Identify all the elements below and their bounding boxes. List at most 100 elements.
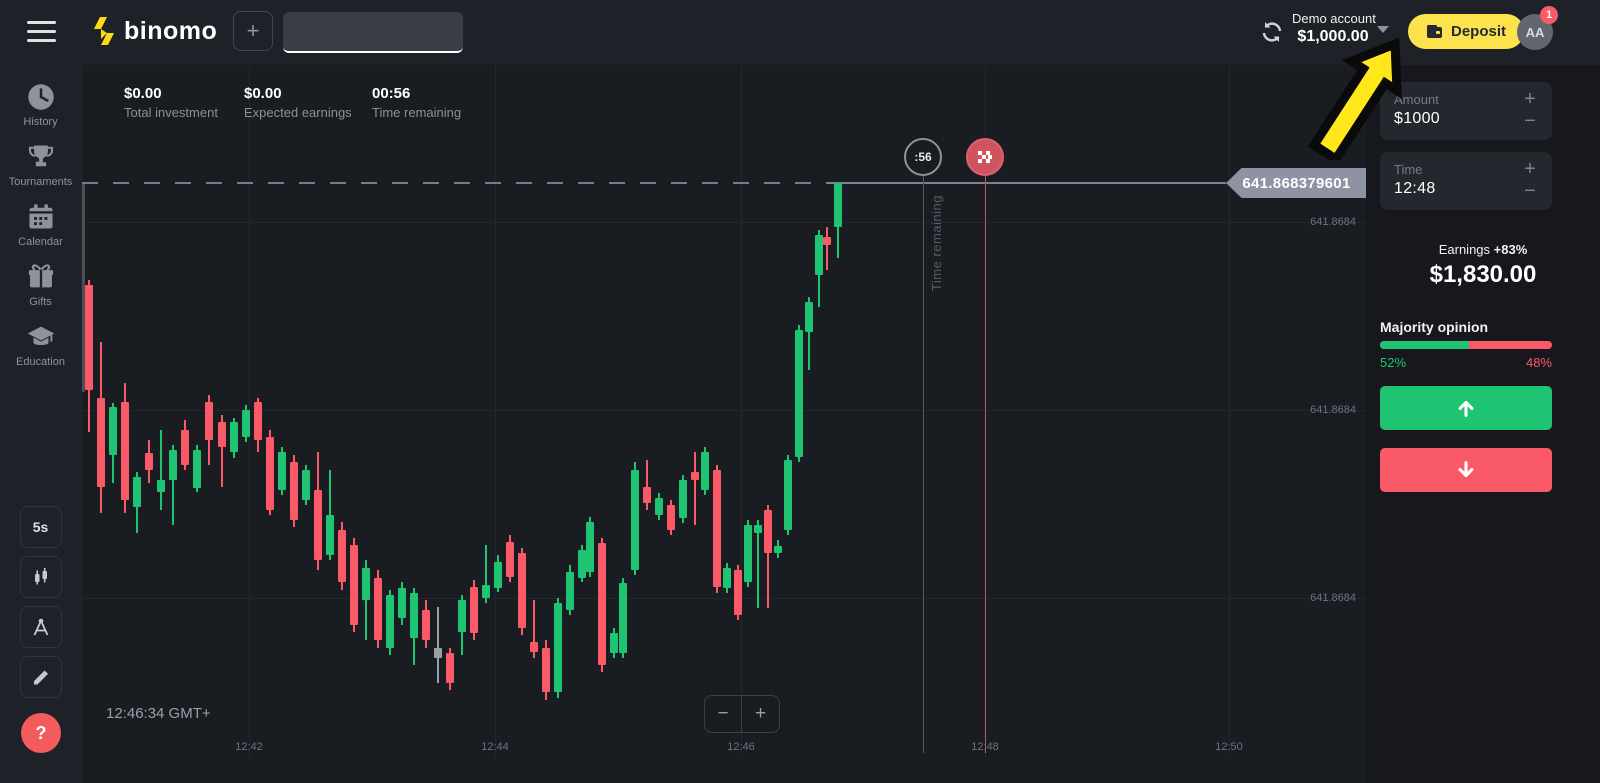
candle xyxy=(691,472,699,480)
refresh-balance-icon[interactable] xyxy=(1258,18,1286,46)
zoom-out-button[interactable]: − xyxy=(704,695,742,733)
candle xyxy=(723,568,731,588)
sidebar-item-calendar[interactable]: Calendar xyxy=(0,202,81,248)
grid-line-vertical xyxy=(1229,65,1230,757)
trade-up-button[interactable] xyxy=(1380,386,1552,430)
majority-up-percent: 52% xyxy=(1380,355,1407,370)
sidebar-item-gifts[interactable]: Gifts xyxy=(0,262,81,308)
candle xyxy=(834,183,842,227)
time-axis-label: 12:50 xyxy=(1215,741,1243,753)
candle xyxy=(619,583,627,653)
expiry-flag-marker xyxy=(966,138,1004,176)
candle xyxy=(518,553,526,628)
deposit-label: Deposit xyxy=(1451,23,1507,40)
candle xyxy=(181,430,189,465)
candle xyxy=(667,505,675,530)
checkered-flag-icon xyxy=(978,151,992,163)
candle xyxy=(744,525,752,582)
candle xyxy=(805,302,813,332)
earnings-value: $1,830.00 xyxy=(1429,261,1537,288)
candle xyxy=(254,402,262,440)
candle xyxy=(542,648,550,692)
add-asset-tab-button[interactable]: + xyxy=(233,11,273,51)
trade-panel: Amount $1000 + − Time 12:48 + − Earnings… xyxy=(1366,65,1600,783)
majority-opinion-label: Majority opinion xyxy=(1380,319,1489,335)
candle xyxy=(679,480,687,518)
candle xyxy=(784,460,792,530)
candle-wick xyxy=(437,607,439,683)
candle-wick xyxy=(694,452,696,525)
chart-scrollbar[interactable] xyxy=(82,182,85,392)
candle xyxy=(205,402,213,440)
candle xyxy=(795,330,803,457)
time-increase-button[interactable]: + xyxy=(1524,158,1536,180)
compass-icon xyxy=(33,618,48,636)
gift-icon xyxy=(28,264,53,288)
trophy-icon xyxy=(28,145,53,167)
chart-area[interactable]: $0.00 Total investment $0.00 Expected ea… xyxy=(81,65,1366,783)
candle xyxy=(193,450,201,488)
candle xyxy=(374,578,382,640)
candle-wick xyxy=(767,505,769,608)
earnings-line: Earnings +83% xyxy=(1438,242,1528,257)
history-clock-icon xyxy=(27,84,54,110)
sidebar-item-label: Tournaments xyxy=(8,176,73,188)
time-card[interactable]: Time 12:48 + − xyxy=(1380,152,1552,210)
candle xyxy=(350,545,358,625)
chart-type-button[interactable] xyxy=(19,556,62,598)
graduation-cap-icon xyxy=(27,326,54,346)
candle xyxy=(434,648,442,658)
logo-text: binomo xyxy=(124,16,218,45)
time-decrease-button[interactable]: − xyxy=(1524,180,1536,202)
grid-line-horizontal xyxy=(82,410,1366,411)
price-dashed-line xyxy=(82,182,828,184)
grid-line-vertical xyxy=(741,65,742,757)
top-bar: binomo + Demo account $1,000.00 Deposit xyxy=(0,0,1600,65)
drawing-tools-button[interactable] xyxy=(19,656,62,698)
candle xyxy=(410,593,418,638)
amount-value: $1000 xyxy=(1394,110,1440,127)
candle-wick xyxy=(160,430,162,510)
calendar-icon xyxy=(28,204,53,229)
expiry-line xyxy=(985,176,986,753)
majority-opinion-bar xyxy=(1380,341,1552,349)
candle xyxy=(578,550,586,578)
indicators-button[interactable] xyxy=(19,606,62,648)
candle xyxy=(133,477,141,507)
sidebar-item-education[interactable]: Education xyxy=(0,322,81,368)
candle-wick xyxy=(757,520,759,608)
trade-down-button[interactable] xyxy=(1380,448,1552,492)
timeframe-button[interactable]: 5s xyxy=(19,506,62,548)
candle xyxy=(326,515,334,555)
deposit-button[interactable]: Deposit xyxy=(1408,14,1525,49)
candle xyxy=(631,470,639,570)
amount-card[interactable]: Amount $1000 + − xyxy=(1380,82,1552,140)
majority-down-percent: 48% xyxy=(1525,355,1552,370)
binomo-logo: binomo xyxy=(92,16,217,46)
price-axis-label: 641.8684 xyxy=(1310,404,1356,416)
candle xyxy=(530,642,538,652)
asset-tab-empty[interactable] xyxy=(283,12,463,53)
candle xyxy=(446,653,454,683)
price-axis-label: 641.8684 xyxy=(1310,216,1356,228)
sidebar-item-history[interactable]: History xyxy=(0,82,81,128)
candle xyxy=(458,600,466,632)
sidebar-item-tournaments[interactable]: Tournaments xyxy=(0,142,81,188)
candle-wick xyxy=(808,297,810,370)
candle xyxy=(362,568,370,600)
account-chevron-down-icon[interactable] xyxy=(1377,26,1389,33)
help-button[interactable]: ? xyxy=(21,713,61,753)
sidebar-item-label: History xyxy=(23,116,58,128)
zoom-controls: − + xyxy=(704,695,780,733)
candle xyxy=(815,235,823,275)
candle xyxy=(121,402,129,500)
candle xyxy=(774,546,782,553)
amount-label: Amount xyxy=(1394,92,1439,107)
candle xyxy=(586,522,594,572)
amount-decrease-button[interactable]: − xyxy=(1524,110,1536,132)
amount-increase-button[interactable]: + xyxy=(1524,88,1536,110)
sidebar-item-label: Calendar xyxy=(18,236,63,248)
zoom-in-button[interactable]: + xyxy=(742,695,780,733)
menu-icon[interactable] xyxy=(27,21,56,43)
account-selector[interactable]: Demo account $1,000.00 xyxy=(1292,11,1376,46)
